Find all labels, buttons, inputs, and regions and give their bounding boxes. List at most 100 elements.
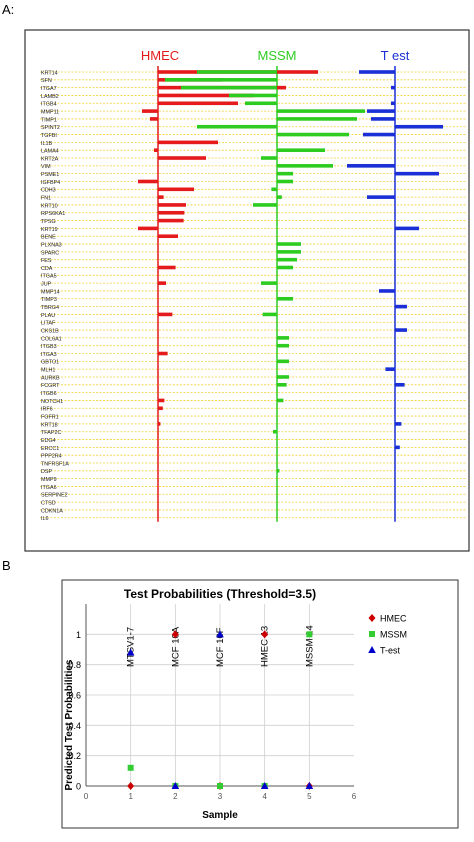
group-label-2: T est <box>381 48 410 63</box>
bar-mssm <box>197 70 277 74</box>
bar-hmec <box>158 210 185 215</box>
point-hmec <box>127 782 135 790</box>
bar-mssm <box>181 85 277 90</box>
bar-hmec <box>158 398 165 403</box>
bar-hmec <box>158 203 186 207</box>
x-tick-label: 6 <box>352 792 357 801</box>
gene-label: FGFR1 <box>41 414 59 420</box>
bar-hmec <box>158 422 161 426</box>
y-tick-label: 0 <box>76 782 81 792</box>
gene-label: ITGB4 <box>41 102 57 108</box>
bar-hmec <box>158 140 218 145</box>
chart-b-title: Test Probabilities (Threshold=3.5) <box>124 587 316 601</box>
bar-hmec <box>158 101 238 106</box>
bar-mssm <box>277 171 293 176</box>
point-t-est <box>126 648 135 656</box>
bar-hmec <box>150 117 158 121</box>
bar-hmec <box>158 234 178 239</box>
gene-label: TFAP2C <box>41 430 61 436</box>
gene-label: VIM <box>41 164 51 170</box>
gene-label: TGFBI <box>41 133 57 139</box>
gene-label: AURKB <box>41 375 60 381</box>
bar-mssm <box>261 156 277 160</box>
bar-t-est <box>395 445 400 450</box>
gene-label: TPSG <box>41 219 56 225</box>
bar-mssm <box>277 257 297 262</box>
gene-label: SFN <box>41 78 52 84</box>
y-axis-title: Predicted Test Probabilities <box>64 659 75 790</box>
bar-hmec <box>158 187 194 192</box>
bar-mssm <box>277 117 357 121</box>
gene-label: MMP14 <box>41 289 60 295</box>
bar-mssm <box>273 429 277 434</box>
bar-t-est <box>347 164 395 168</box>
bar-hmec <box>158 93 254 98</box>
gene-label: TNFRSF1A <box>41 461 69 467</box>
bar-mssm <box>245 101 277 106</box>
y-tick-label: 0.8 <box>68 660 81 670</box>
bar-t-est <box>363 132 395 137</box>
bar-mssm <box>277 336 289 340</box>
gene-label: FCGRT <box>41 383 60 389</box>
bar-mssm <box>277 250 301 254</box>
point-mssm <box>306 631 313 638</box>
bar-mssm <box>277 398 284 403</box>
bar-hmec <box>138 179 158 184</box>
bar-mssm <box>271 187 277 192</box>
bar-mssm <box>277 164 333 168</box>
bar-t-est <box>367 195 395 199</box>
gene-label: KRT2A <box>41 156 59 162</box>
gene-label: IL6 <box>41 516 49 522</box>
bar-mssm <box>261 281 277 285</box>
bar-t-est <box>395 226 419 231</box>
sample-label: MTSV1-7 <box>126 627 137 667</box>
y-tick-label: 0.6 <box>68 691 81 701</box>
x-axis-title: Sample <box>202 810 238 821</box>
sample-label: MCF 10F <box>215 627 226 667</box>
gene-label: ITGB6 <box>41 391 57 397</box>
bar-mssm <box>277 109 365 113</box>
point-hmec <box>171 630 179 639</box>
bar-mssm <box>277 132 349 137</box>
legend-label: MSSM <box>380 630 407 640</box>
x-tick-label: 1 <box>128 792 133 801</box>
gene-label: CKS1B <box>41 328 59 334</box>
gene-label: ITGB3 <box>41 344 57 350</box>
bar-hmec <box>154 148 158 152</box>
bar-t-est <box>391 101 395 106</box>
gene-label: SPARC <box>41 250 59 256</box>
gene-label: PPP2R4 <box>41 454 62 460</box>
bar-t-est <box>367 109 395 113</box>
gene-label: RPS6KA1 <box>41 211 65 217</box>
gene-label: MMP9 <box>41 477 57 483</box>
bar-hmec <box>158 312 173 317</box>
sample-label: MSSM 14 <box>304 625 315 667</box>
bar-mssm <box>277 383 287 387</box>
bar-hmec <box>142 109 158 113</box>
sample-label: MCF 10A <box>170 626 181 667</box>
bar-hmec <box>138 226 158 231</box>
x-tick-label: 4 <box>262 792 267 801</box>
bar-mssm <box>277 148 325 152</box>
y-tick-label: 0.2 <box>68 751 81 761</box>
gene-label: LAMA4 <box>41 149 59 155</box>
legend-marker <box>369 631 375 637</box>
y-tick-label: 1 <box>76 630 81 640</box>
bar-t-est <box>391 85 395 90</box>
point-t-est <box>260 782 269 789</box>
gene-label: MMP11 <box>41 110 59 116</box>
bar-mssm <box>277 179 293 184</box>
bar-t-est <box>371 117 395 121</box>
y-tick-label: 0.4 <box>68 721 81 731</box>
gene-label: GBTO1 <box>41 360 59 366</box>
group-label-1: MSSM <box>258 48 297 63</box>
x-tick-label: 2 <box>173 792 178 801</box>
bar-t-est <box>395 124 443 129</box>
gene-label: ITGA5 <box>41 274 57 280</box>
gene-label: TIMP1 <box>41 117 57 123</box>
gene-label: NOTCH1 <box>41 399 63 405</box>
gene-label: CDH3 <box>41 188 56 194</box>
gene-label: LITAF <box>41 321 56 327</box>
gene-label: LAMB2 <box>41 94 59 100</box>
point-mssm <box>217 783 223 789</box>
